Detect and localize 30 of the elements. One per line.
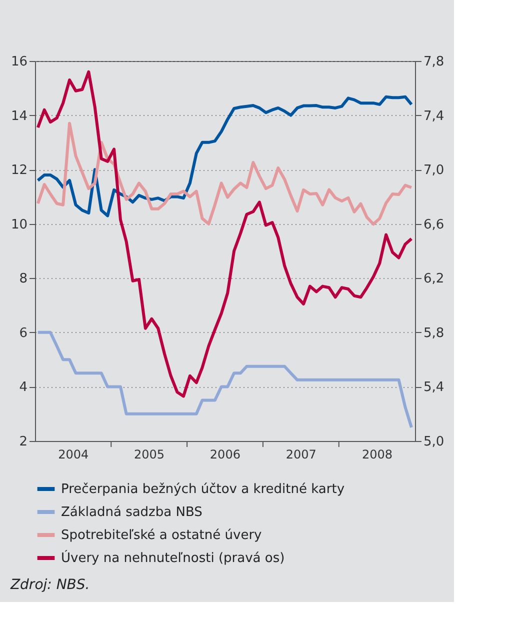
line-series <box>36 70 413 398</box>
y2-tick-label: 6,2 <box>424 272 444 287</box>
y-tick-label: 12 <box>10 163 28 178</box>
y2-tick-label: 6,6 <box>424 217 444 232</box>
legend-label: Základná sadzba NBS <box>61 505 202 520</box>
y-tick-label: 2 <box>19 434 28 450</box>
legend-label: Úvery na nehnuteľnosti (pravá os) <box>61 549 285 566</box>
line-series <box>36 330 413 429</box>
x-tick-label: 2008 <box>362 448 393 462</box>
line-series <box>36 122 413 226</box>
y2-tick-label: 5,4 <box>424 380 444 396</box>
y-tick-label: 10 <box>10 217 28 232</box>
y2-tick-label: 7,0 <box>424 163 444 178</box>
y-tick-label: 6 <box>19 326 28 341</box>
y2-tick-label: 5,8 <box>424 326 444 341</box>
y-tick-label: 8 <box>19 272 28 287</box>
line-series <box>36 95 413 218</box>
x-tick-label: 2007 <box>286 448 316 462</box>
y-tick-label: 16 <box>10 54 28 70</box>
x-tick-label: 2004 <box>58 448 89 462</box>
y-tick-label: 14 <box>10 108 28 124</box>
y-tick-label: 4 <box>19 380 28 396</box>
y2-tick-label: 5,0 <box>424 434 444 450</box>
text: Zdroj: NBS. <box>9 577 90 593</box>
legend-label: Prečerpania bežných účtov a kreditné karty <box>61 482 345 497</box>
x-tick-label: 2005 <box>134 448 165 462</box>
y2-tick-label: 7,4 <box>424 108 444 124</box>
x-tick-label: 2006 <box>210 448 240 462</box>
y2-tick-label: 7,8 <box>424 54 444 70</box>
legend-label: Spotrebiteľské a ostatné úvery <box>61 528 262 543</box>
